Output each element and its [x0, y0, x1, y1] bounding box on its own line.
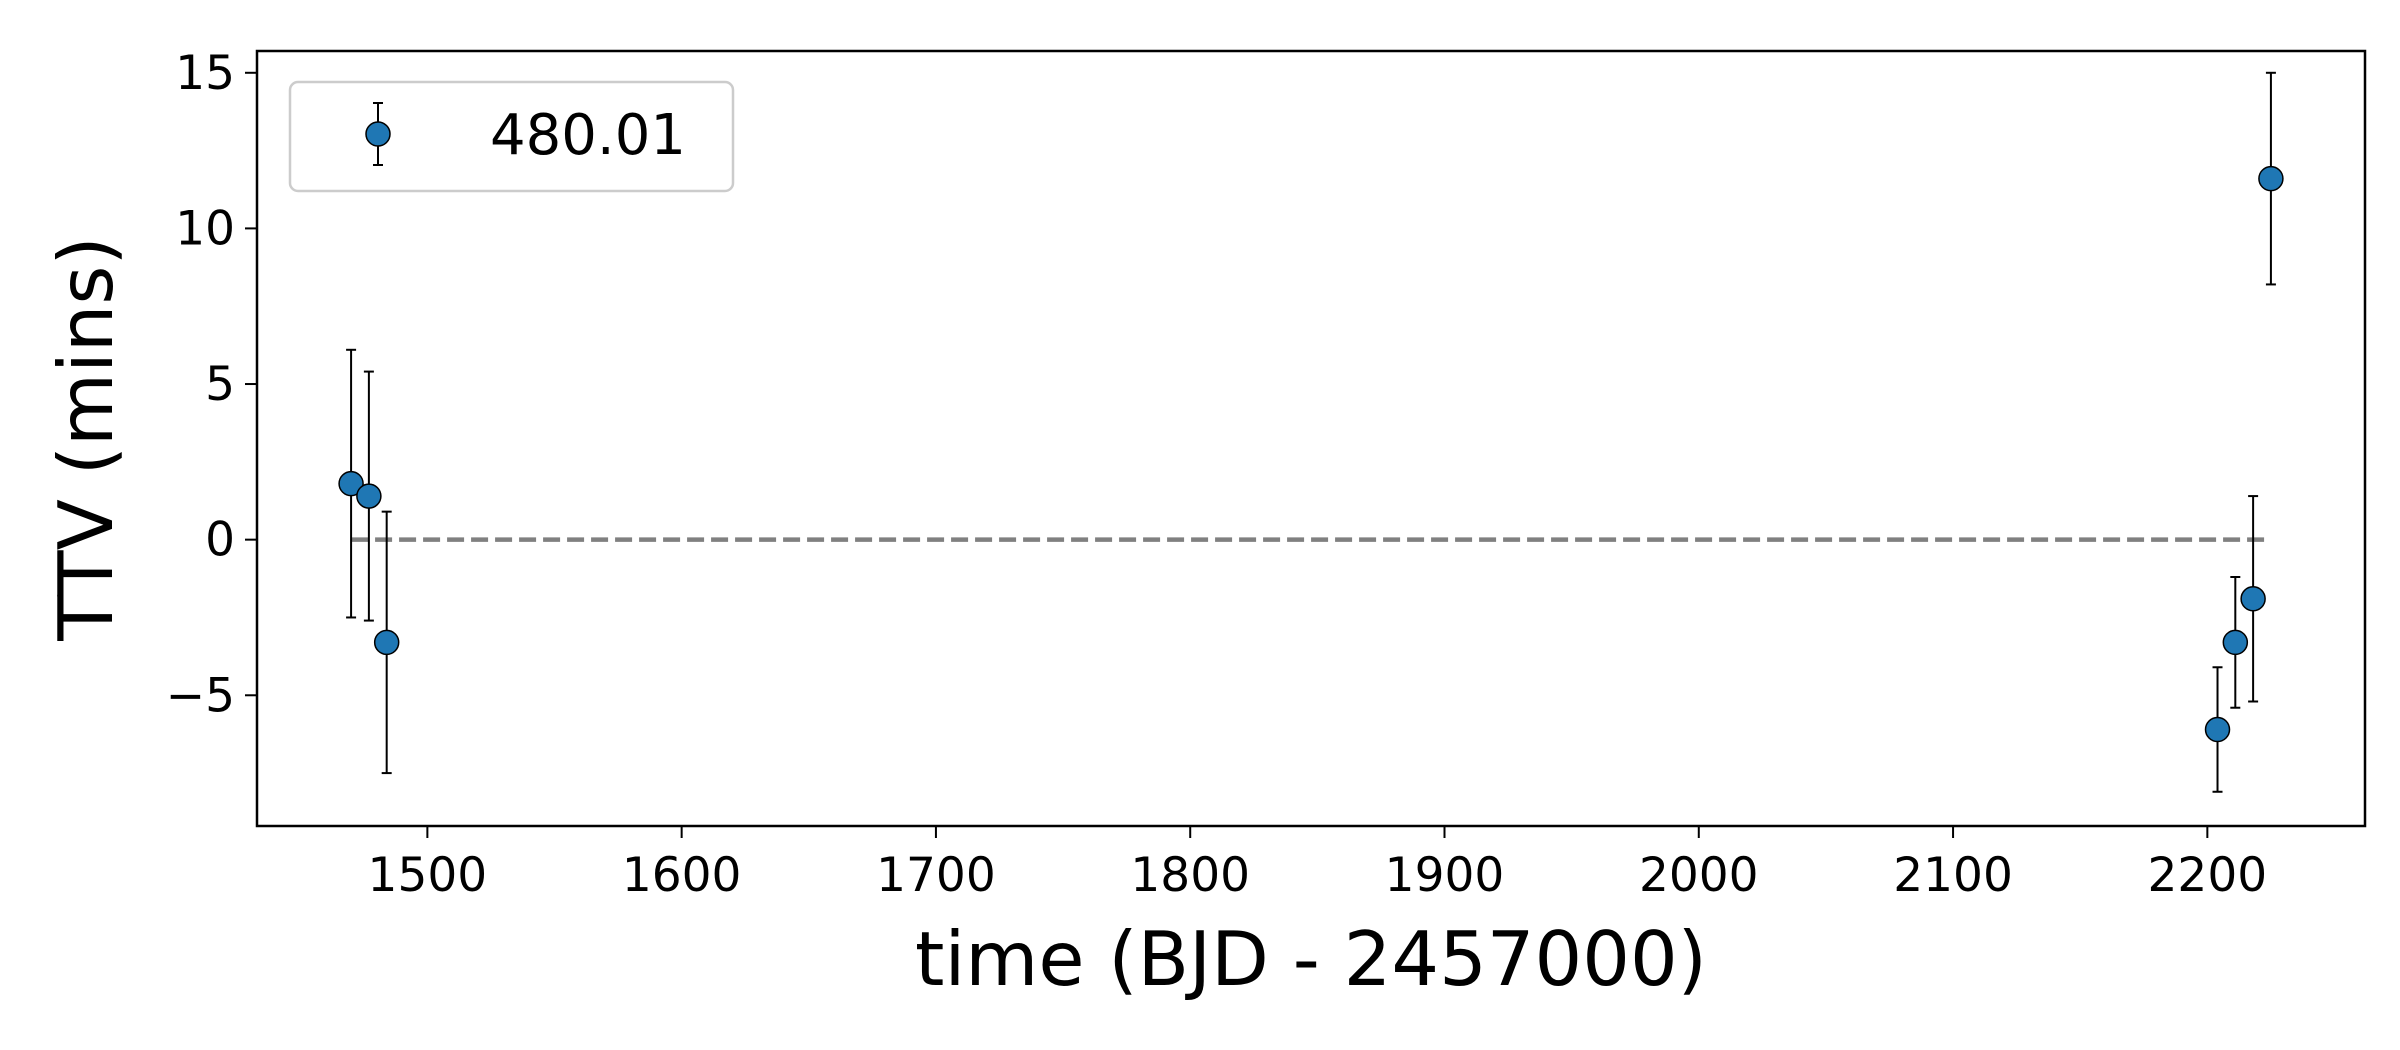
- y-tick-label: 0: [205, 513, 235, 568]
- data-point-group: [2204, 666, 2231, 793]
- y-tick-label: 15: [175, 46, 235, 101]
- x-axis-title: time (BJD - 2457000): [915, 915, 1707, 1003]
- y-tick-label: 10: [175, 201, 235, 256]
- series-0: [338, 71, 2284, 793]
- legend-swatch: [365, 102, 391, 166]
- axes: 1500 1600 1700 1800 1900 2000 2100 2200 −5 0 5 10 15: [166, 46, 2367, 903]
- y-tick-label: −5: [166, 668, 235, 723]
- x-tick-label: 1600: [622, 848, 742, 903]
- data-point: [338, 470, 364, 497]
- x-tick-label: 1700: [876, 848, 996, 903]
- data-point: [2240, 586, 2266, 612]
- data-point-group: [338, 348, 364, 619]
- x-tick-label: 2100: [1893, 848, 2013, 903]
- y-axis-title: TTV (mins): [42, 236, 130, 641]
- data-point: [373, 629, 400, 656]
- data-point: [2222, 629, 2249, 656]
- axes-frame: [255, 49, 2367, 828]
- data-point-group: [2240, 495, 2266, 703]
- x-tick-label: 1900: [1385, 848, 1505, 903]
- legend: 480.01: [288, 80, 735, 193]
- data-point: [356, 483, 382, 509]
- legend-label: 480.01: [490, 103, 686, 168]
- legend-box: [288, 80, 735, 193]
- x-tick-label: 1500: [368, 848, 488, 903]
- legend-marker: [365, 121, 391, 147]
- data-point-group: [373, 510, 400, 775]
- data-point-group: [2222, 576, 2249, 709]
- x-tick-label: 2200: [2148, 848, 2268, 903]
- y-tick-label: 5: [205, 357, 235, 412]
- x-tick-label: 1800: [1130, 848, 1250, 903]
- plot-area: [338, 71, 2284, 793]
- data-point-group: [356, 370, 382, 622]
- data-point-group: [2258, 71, 2284, 286]
- x-tick-label: 2000: [1639, 848, 1759, 903]
- data-point: [2204, 716, 2231, 743]
- data-point: [2258, 165, 2284, 192]
